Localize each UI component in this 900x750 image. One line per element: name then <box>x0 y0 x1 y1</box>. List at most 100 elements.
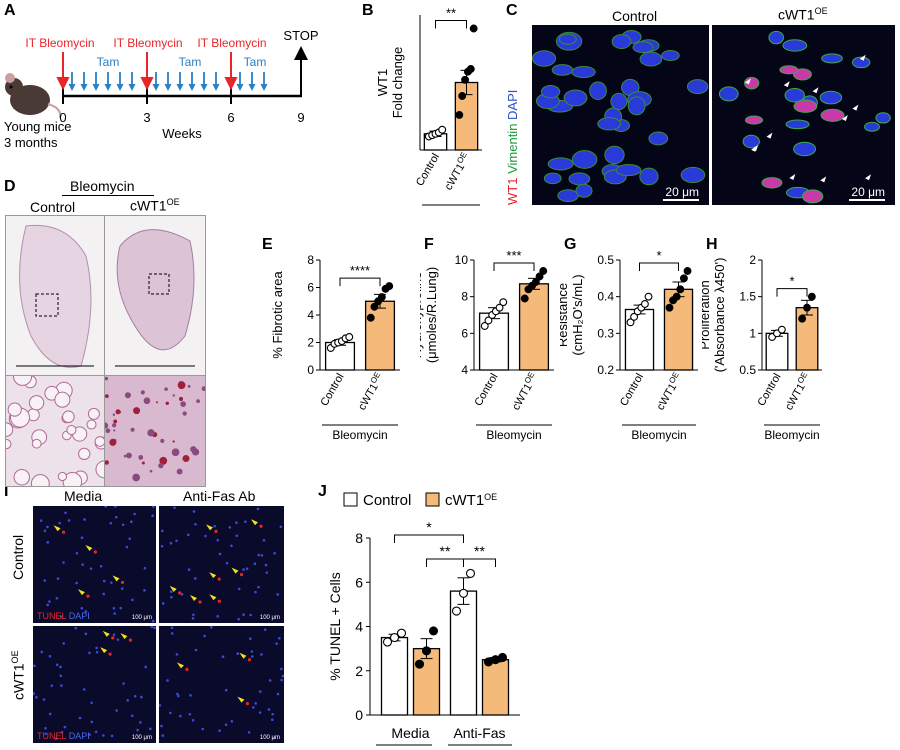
data-point <box>807 292 816 301</box>
dapi-nucleus <box>278 636 281 640</box>
panel-letter-g: G <box>564 236 577 253</box>
bar <box>663 288 694 371</box>
arrowhead-icon <box>100 647 108 654</box>
dapi-nucleus <box>133 512 136 516</box>
dapi-nucleus <box>140 695 143 699</box>
tam-label-2: Tam <box>179 55 202 69</box>
category-label: Control <box>755 372 783 409</box>
tam-arrow-icon <box>200 84 208 91</box>
arrowhead-icon <box>852 104 859 111</box>
alveolus <box>62 471 83 486</box>
tunel-positive-cell <box>111 636 115 640</box>
dapi-nucleus <box>114 515 118 519</box>
dapi-nucleus <box>571 150 598 169</box>
dapi-nucleus <box>237 617 240 621</box>
y-tick-label: 0.5 <box>597 253 614 267</box>
bleo-arrow-icon <box>56 77 70 91</box>
dapi-nucleus <box>131 598 134 602</box>
dapi-nucleus <box>62 642 66 645</box>
y-tick-label: 2 <box>355 663 363 679</box>
dapi-nucleus <box>169 541 173 545</box>
alveolus <box>6 439 12 450</box>
data-point <box>414 659 425 669</box>
alveolus <box>62 410 75 424</box>
dapi-nucleus <box>46 525 49 529</box>
dapi-nucleus <box>256 507 260 511</box>
data-point <box>803 303 811 312</box>
dapi-nucleus <box>851 56 871 69</box>
dapi-nucleus <box>33 664 36 668</box>
category-label: Control <box>618 372 646 409</box>
dapi-nucleus <box>33 692 35 695</box>
panel-i-col-antifas: Anti-Fas Ab <box>183 488 256 504</box>
dapi-nucleus <box>48 600 51 603</box>
tunel-positive-cell <box>185 667 189 671</box>
dapi-nucleus <box>216 538 220 542</box>
fibrotic-zoom <box>105 376 205 482</box>
dapi-nucleus <box>119 606 123 610</box>
arrowhead-icon <box>206 524 214 531</box>
data-point <box>539 267 548 275</box>
alveolus <box>86 419 97 430</box>
panel-e-chart: 0 2 4 6 8 % Fibrotic area Control cWT1OE Bleomyc… <box>270 253 400 442</box>
tissue-cell <box>182 411 187 416</box>
dapi-nucleus <box>150 626 154 629</box>
tissue-cell <box>178 396 184 402</box>
dapi-nucleus <box>161 602 165 605</box>
arrowhead-icon <box>189 595 197 602</box>
dapi-nucleus <box>151 619 155 623</box>
legend-label-oe: cWT1OE <box>445 492 497 509</box>
y-tick-label: 4 <box>461 363 468 377</box>
tissue-cell <box>158 462 164 469</box>
dapi-nucleus <box>102 592 106 596</box>
data-point <box>428 626 439 636</box>
tissue-cell <box>105 428 111 433</box>
tissue-cell <box>177 381 186 390</box>
tissue-cell <box>164 387 168 391</box>
tunel-positive-cell <box>239 573 244 577</box>
arrowhead-icon <box>209 594 217 601</box>
dapi-nucleus <box>639 51 663 67</box>
dapi-nucleus <box>113 612 116 615</box>
tissue-cell <box>180 401 186 407</box>
tissue-cell <box>149 469 153 473</box>
tissue-cell <box>132 473 141 482</box>
lung-section <box>16 224 94 368</box>
dapi-nucleus <box>112 633 116 637</box>
tissue-cell <box>160 438 165 443</box>
dapi-nucleus <box>125 545 129 549</box>
wt1-nucleus <box>792 68 812 81</box>
dapi-nucleus <box>270 718 274 721</box>
significance-bracket <box>776 288 808 297</box>
data-point <box>370 302 379 311</box>
dapi-nucleus <box>252 706 255 709</box>
dapi-nucleus <box>179 714 182 718</box>
dapi-nucleus <box>88 651 91 655</box>
dapi-nucleus <box>216 615 220 618</box>
dapi-nucleus <box>639 167 659 186</box>
stain-legend: TUNEL DAPI <box>37 731 90 741</box>
dapi-nucleus <box>563 89 588 107</box>
y-tick-label: 0.3 <box>597 326 614 340</box>
tissue-cell <box>127 392 131 396</box>
tissue-cell <box>113 429 116 432</box>
scale-bar-label: 100 μm <box>131 735 152 741</box>
dapi-nucleus <box>262 538 266 542</box>
data-point <box>630 312 639 321</box>
dapi-nucleus <box>271 712 274 716</box>
legend-swatch-oe <box>425 492 440 507</box>
dapi-nucleus <box>218 729 221 733</box>
tissue-cell <box>133 407 141 415</box>
tunel-positive-cell <box>247 658 252 662</box>
dapi-nucleus <box>112 606 116 610</box>
dapi-nucleus <box>94 730 98 734</box>
tam-arrow-icon <box>92 84 100 91</box>
dapi-nucleus <box>169 590 173 593</box>
data-point <box>377 293 386 302</box>
dapi-nucleus <box>143 589 146 592</box>
dapi-nucleus <box>161 734 165 737</box>
tissue-cell <box>187 384 191 388</box>
stain-legend: TUNEL DAPI <box>37 611 90 621</box>
dapi-nucleus <box>151 514 154 518</box>
